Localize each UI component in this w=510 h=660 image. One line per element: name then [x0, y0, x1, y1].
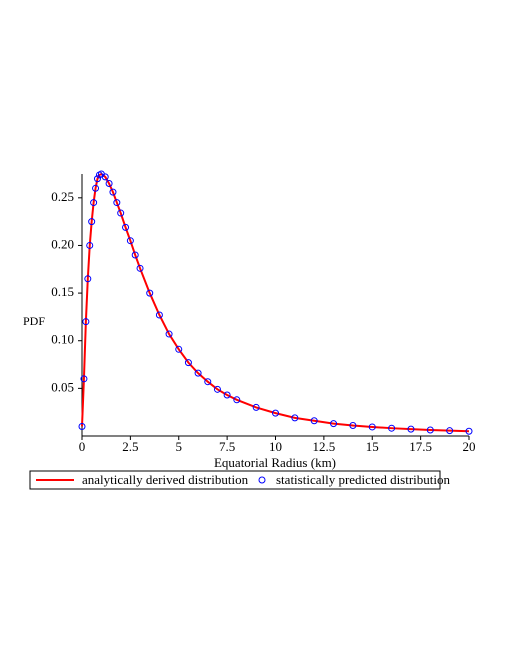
x-tick-label: 2.5	[122, 439, 138, 454]
x-tick-label: 15	[366, 439, 379, 454]
x-tick-label: 20	[463, 439, 476, 454]
data-point	[175, 345, 183, 353]
data-point	[407, 425, 415, 433]
data-point	[146, 289, 154, 297]
data-point	[213, 385, 221, 393]
data-point	[105, 180, 113, 188]
x-tick-label: 0	[79, 439, 86, 454]
data-point	[252, 403, 260, 411]
data-point	[349, 422, 357, 430]
data-point	[117, 209, 125, 217]
data-point	[131, 251, 139, 259]
data-point	[90, 199, 98, 207]
data-point	[122, 223, 130, 231]
data-point	[446, 427, 454, 435]
y-axis-label: PDF	[23, 314, 45, 328]
data-point	[88, 218, 96, 226]
x-tick-label: 17.5	[409, 439, 432, 454]
data-point	[165, 330, 173, 338]
data-point	[310, 417, 318, 425]
legend-box	[29, 470, 441, 490]
y-tick-label: 0.15	[51, 284, 74, 299]
data-point	[272, 409, 279, 417]
y-tick-label: 0.10	[51, 332, 74, 347]
data-point	[223, 391, 231, 399]
data-point	[465, 427, 473, 435]
x-tick-label: 5	[176, 439, 183, 454]
x-tick-label: 12.5	[313, 439, 336, 454]
data-point	[330, 420, 338, 428]
data-point	[426, 426, 434, 434]
data-point	[126, 237, 134, 245]
x-tick-label: 10	[269, 439, 282, 454]
data-point	[84, 275, 92, 283]
y-tick-label: 0.20	[51, 236, 74, 251]
data-point	[86, 241, 94, 249]
data-point	[93, 175, 101, 183]
y-tick-label: 0.05	[51, 379, 74, 394]
data-point	[78, 422, 86, 430]
data-line	[81, 172, 470, 433]
x-tick-label: 7.5	[219, 439, 235, 454]
data-point	[233, 396, 241, 404]
data-point	[113, 199, 121, 207]
data-point	[388, 424, 396, 432]
data-point	[109, 188, 117, 196]
y-tick-label: 0.25	[51, 189, 74, 204]
data-point	[368, 423, 376, 431]
data-point	[204, 378, 212, 386]
legend-swatch	[258, 476, 266, 484]
data-point	[194, 369, 202, 377]
data-point	[101, 173, 109, 181]
legend-label: analytically derived distribution	[82, 472, 249, 487]
data-point	[155, 311, 163, 319]
data-point	[291, 414, 299, 422]
x-axis-label: Equatorial Radius (km)	[214, 455, 336, 470]
data-point	[80, 375, 88, 383]
legend-label: statistically predicted distribution	[276, 472, 451, 487]
data-point	[92, 184, 100, 192]
data-point	[136, 264, 144, 272]
data-point	[184, 359, 192, 367]
data-point	[82, 318, 90, 326]
